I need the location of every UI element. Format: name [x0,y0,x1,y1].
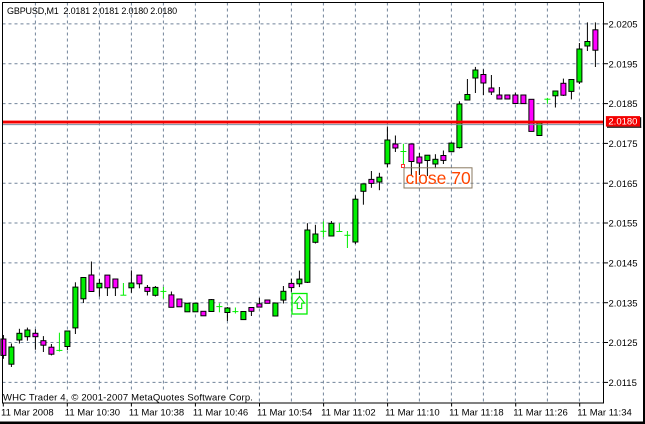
svg-text:close 70: close 70 [406,168,471,188]
svg-text:2.0115: 2.0115 [609,378,637,389]
svg-text:11 Mar 11:10: 11 Mar 11:10 [385,407,440,418]
svg-text:2.0125: 2.0125 [609,338,638,349]
svg-text:2.0165: 2.0165 [609,179,638,190]
svg-text:2.0180: 2.0180 [608,117,637,128]
svg-text:2.0145: 2.0145 [609,259,638,270]
svg-text:2.0185: 2.0185 [609,99,638,110]
svg-text:11 Mar 10:46: 11 Mar 10:46 [193,407,248,418]
svg-text:2.0205: 2.0205 [609,20,638,31]
svg-text:11 Mar 11:26: 11 Mar 11:26 [513,407,568,418]
svg-text:11 Mar 11:34: 11 Mar 11:34 [577,407,632,418]
svg-text:11 Mar 10:38: 11 Mar 10:38 [129,407,184,418]
svg-text:11 Mar 2008: 11 Mar 2008 [1,407,54,418]
svg-text:WHC Trader 4, © 2001-2007 Meta: WHC Trader 4, © 2001-2007 MetaQuotes Sof… [3,393,253,404]
svg-text:11 Mar 11:18: 11 Mar 11:18 [449,407,504,418]
svg-text:11 Mar 11:02: 11 Mar 11:02 [321,407,376,418]
svg-text:GBPUSD,M1 2.0181 2.0181 2.018: GBPUSD,M1 2.0181 2.0181 2.0180 2.0180 [7,6,177,16]
svg-text:11 Mar 10:54: 11 Mar 10:54 [257,407,312,418]
svg-text:2.0135: 2.0135 [609,298,638,309]
svg-text:2.0195: 2.0195 [609,59,638,70]
svg-text:2.0155: 2.0155 [609,219,638,230]
svg-text:11 Mar 10:30: 11 Mar 10:30 [65,407,120,418]
svg-text:2.0175: 2.0175 [609,139,638,150]
